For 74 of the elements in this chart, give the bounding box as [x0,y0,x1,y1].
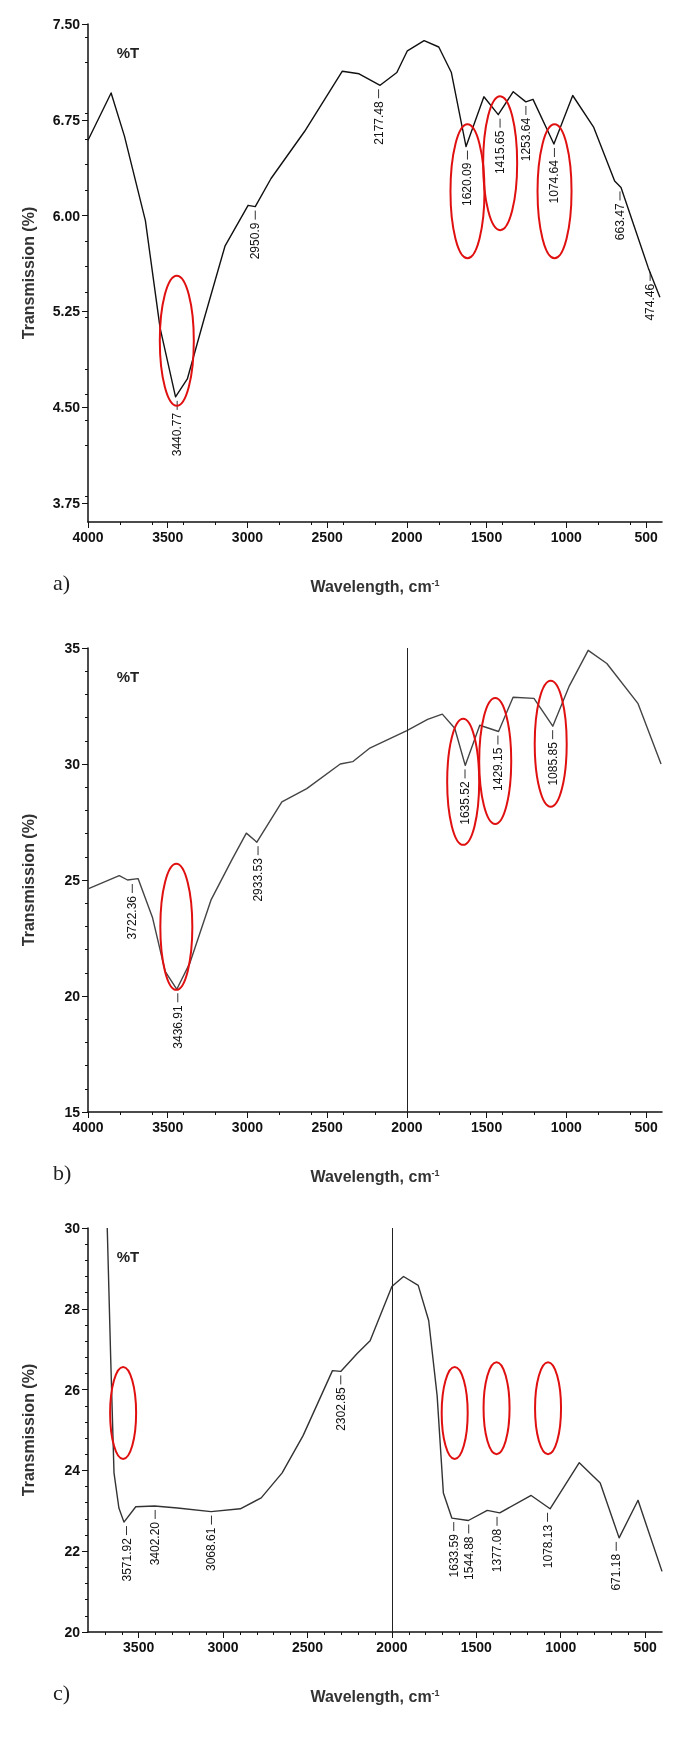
annotation: 3436.91 [170,1004,185,1049]
annotation: 1633.59 [446,1533,461,1578]
x-tick-label: 1500 [471,1119,503,1135]
annotation: 3571.92 [119,1537,134,1582]
annotation: 1635.52 [458,781,472,825]
y-axis-title: Transmission (%) [19,206,37,340]
annotation: 1078.13 [540,1524,555,1569]
annotation: %T [116,1247,140,1265]
x-tick-label: 2500 [311,1119,343,1135]
y-tick-label: 6.75 [52,111,81,128]
y-tick-label: 30 [64,1220,81,1236]
y-tick-label: 7.50 [52,16,81,32]
x-tick-label: 2000 [376,1639,408,1655]
annotation: 474.46 [643,283,658,321]
x-tick-label: 2500 [291,1639,324,1655]
annotation: 2302.85 [333,1387,348,1431]
y-tick-label: 20 [64,1624,81,1640]
annotation: 2950.9 [248,222,263,260]
y-tick-label: 3.75 [52,494,81,511]
annotation: 2933.53 [251,857,266,902]
annotation: %T [116,43,140,61]
annotation: 1620.09 [460,162,475,206]
y-tick-label: 6.00 [52,207,81,224]
annotation: 1429.15 [490,747,505,791]
y-tick-label: 5.25 [52,303,81,320]
y-tick-label: 35 [64,640,81,656]
x-tick-label: 500 [634,1119,658,1135]
x-tick-label: 2000 [391,1119,423,1135]
annotation: 1085.85 [545,741,560,786]
x-tick-label: 3000 [207,1639,239,1655]
annotation: 3402.20 [148,1521,163,1566]
x-tick-label: 1500 [471,529,503,545]
annotation: 1544.88 [461,1536,476,1580]
x-tick-label: 4000 [72,529,104,545]
y-tick-label: 25 [64,872,81,888]
annotation: 2177.48 [371,100,386,145]
y-tick-label: 22 [64,1543,81,1560]
x-tick-label: 500 [634,529,658,545]
x-tick-label: 2500 [311,529,343,545]
x-tick-label: 3500 [152,1119,184,1135]
y-tick-label: 28 [64,1300,81,1317]
annotation: 3068.61 [204,1527,219,1571]
annotation: 1253.64 [518,117,533,162]
annotation: 1377.08 [490,1528,505,1573]
y-tick-label: 4.50 [52,399,81,416]
x-tick-label: 1000 [545,1639,577,1655]
line-series [87,649,662,990]
y-tick-label: 15 [64,1104,81,1120]
annotation: 1074.64 [547,159,562,204]
x-tick-label: 1000 [550,529,583,545]
x-tick-label: 2000 [391,529,423,545]
y-tick-label: 30 [64,756,81,772]
annotation: 663.47 [612,203,627,241]
text: c) [53,1679,71,1705]
y-tick-label: 26 [64,1381,81,1398]
x-tick-label: 3500 [123,1639,155,1655]
x-tick-label: 1500 [460,1639,493,1655]
text: b) [53,1159,72,1185]
annotation: %T [116,667,140,685]
annotation: 1415.65 [493,130,508,175]
y-tick-label: 20 [64,988,81,1004]
annotation: 3722.36 [125,895,140,940]
x-tick-label: 3000 [231,529,264,545]
x-tick-label: 3000 [231,1119,264,1135]
annotation: 3440.77 [170,412,185,457]
x-tick-label: 500 [633,1639,658,1655]
x-tick-label: 1000 [550,1119,583,1135]
text: a) [53,569,71,595]
annotation: 671.18 [609,1553,624,1591]
x-tick-label: 3500 [152,529,184,545]
y-axis-title: Transmission (%) [19,813,37,947]
x-tick-label: 4000 [72,1119,104,1135]
y-axis-title: Transmission (%) [19,1363,37,1497]
y-tick-label: 24 [64,1462,81,1479]
